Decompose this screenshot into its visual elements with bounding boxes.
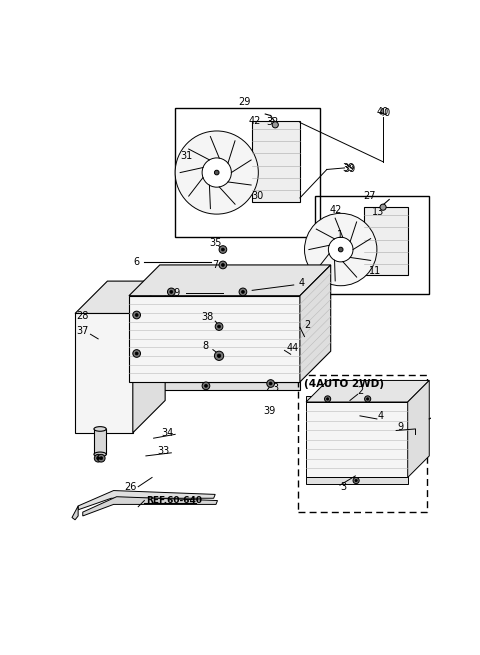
- Circle shape: [202, 382, 210, 390]
- Text: 3: 3: [341, 481, 347, 492]
- Circle shape: [304, 214, 377, 286]
- Text: 30: 30: [252, 191, 264, 200]
- Bar: [306, 396, 408, 402]
- Polygon shape: [129, 296, 300, 382]
- Text: 11: 11: [369, 266, 382, 276]
- Polygon shape: [75, 281, 165, 314]
- Text: 2: 2: [304, 320, 311, 330]
- Text: 1: 1: [337, 230, 343, 240]
- Circle shape: [204, 384, 207, 387]
- Text: 19: 19: [169, 288, 181, 297]
- Text: 13: 13: [372, 207, 384, 217]
- Bar: [175, 108, 320, 237]
- Circle shape: [338, 247, 343, 252]
- Polygon shape: [72, 506, 78, 520]
- Text: 3: 3: [272, 383, 278, 393]
- Text: 28: 28: [77, 310, 89, 321]
- Circle shape: [133, 311, 141, 319]
- Text: 39: 39: [342, 163, 355, 173]
- Bar: [298, 375, 427, 512]
- Bar: [252, 121, 300, 202]
- Circle shape: [202, 158, 231, 187]
- Polygon shape: [78, 491, 215, 510]
- Circle shape: [217, 325, 220, 328]
- Circle shape: [219, 261, 227, 269]
- Text: 40: 40: [377, 107, 389, 117]
- Circle shape: [168, 288, 175, 296]
- Circle shape: [239, 288, 247, 296]
- Circle shape: [215, 323, 223, 330]
- Circle shape: [221, 263, 224, 267]
- Text: 8: 8: [202, 341, 208, 351]
- Circle shape: [100, 457, 103, 460]
- Polygon shape: [133, 281, 165, 433]
- Circle shape: [133, 350, 141, 358]
- Text: 40: 40: [378, 108, 391, 119]
- Circle shape: [97, 455, 105, 462]
- Text: 9: 9: [397, 422, 403, 432]
- Circle shape: [241, 290, 244, 293]
- Text: 32: 32: [267, 117, 279, 126]
- Bar: [364, 207, 408, 275]
- Bar: [129, 382, 300, 390]
- Text: 31: 31: [180, 151, 192, 160]
- Bar: [129, 288, 300, 296]
- Text: 39: 39: [263, 406, 275, 416]
- Text: 39: 39: [343, 164, 355, 174]
- Circle shape: [324, 396, 331, 402]
- Text: 38: 38: [202, 312, 214, 322]
- Ellipse shape: [94, 452, 106, 457]
- Circle shape: [219, 246, 227, 253]
- Polygon shape: [408, 381, 429, 477]
- Circle shape: [96, 457, 100, 460]
- Circle shape: [326, 398, 329, 400]
- Polygon shape: [75, 314, 133, 433]
- Circle shape: [135, 352, 138, 355]
- Circle shape: [221, 248, 224, 251]
- Circle shape: [355, 479, 357, 481]
- Bar: [315, 196, 429, 294]
- Circle shape: [267, 380, 275, 387]
- Circle shape: [217, 354, 221, 358]
- Bar: [306, 477, 408, 483]
- Text: 34: 34: [161, 428, 174, 438]
- Circle shape: [170, 290, 173, 293]
- Circle shape: [269, 382, 272, 385]
- Text: 2: 2: [357, 386, 363, 396]
- Circle shape: [215, 170, 219, 175]
- Text: (4AUTO 2WD): (4AUTO 2WD): [304, 379, 384, 389]
- Circle shape: [380, 204, 386, 210]
- Text: 42: 42: [330, 204, 342, 214]
- Text: 37: 37: [77, 326, 89, 336]
- Ellipse shape: [94, 426, 106, 431]
- Polygon shape: [306, 402, 408, 477]
- Text: 6: 6: [133, 257, 140, 267]
- Circle shape: [353, 477, 359, 483]
- Text: 33: 33: [157, 445, 170, 455]
- Circle shape: [94, 455, 102, 462]
- Circle shape: [365, 396, 371, 402]
- Circle shape: [328, 237, 353, 262]
- Circle shape: [215, 351, 224, 360]
- Text: 4: 4: [378, 411, 384, 421]
- Polygon shape: [129, 265, 331, 296]
- Text: REF.60-640: REF.60-640: [146, 496, 202, 505]
- Text: 27: 27: [363, 191, 375, 201]
- Circle shape: [135, 314, 138, 316]
- Text: 44: 44: [286, 343, 299, 353]
- Polygon shape: [83, 496, 217, 516]
- Circle shape: [175, 131, 258, 214]
- Text: 29: 29: [238, 97, 251, 107]
- Text: 7: 7: [212, 260, 218, 270]
- Polygon shape: [306, 381, 429, 402]
- Bar: [94, 429, 106, 455]
- Polygon shape: [300, 265, 331, 382]
- Text: 42: 42: [249, 116, 262, 126]
- Circle shape: [272, 122, 278, 128]
- Text: 26: 26: [124, 481, 137, 492]
- Text: 4: 4: [299, 278, 304, 288]
- Circle shape: [367, 398, 369, 400]
- Text: 35: 35: [209, 238, 221, 248]
